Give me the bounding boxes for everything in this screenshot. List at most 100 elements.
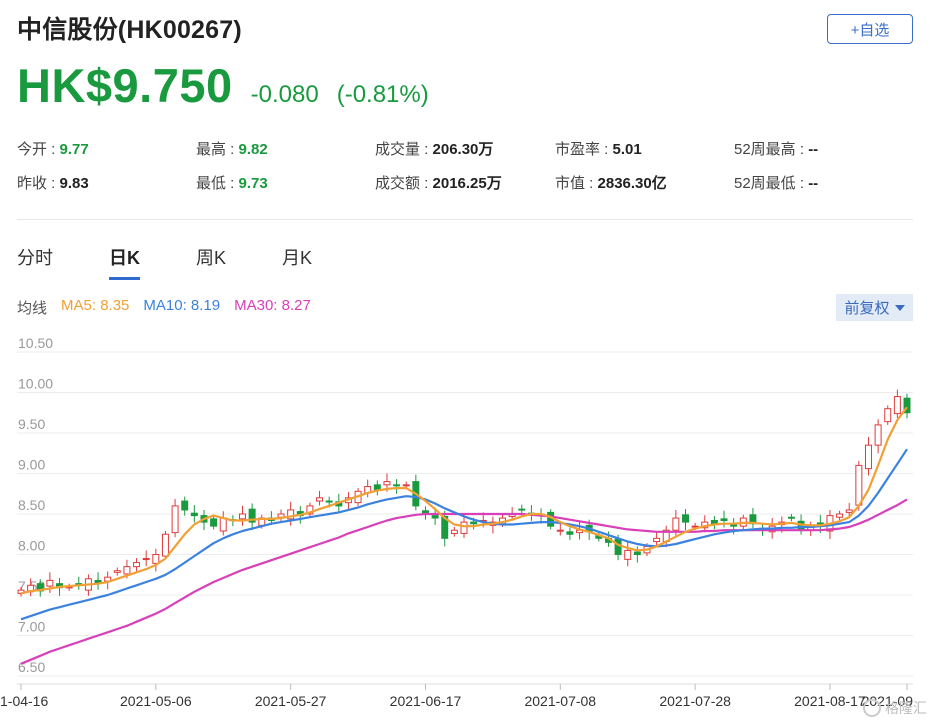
y-tick-label: 6.50 <box>18 659 45 675</box>
candle-body <box>142 558 150 561</box>
candle-body <box>113 570 121 573</box>
candle-body <box>787 516 795 519</box>
ma10-line <box>20 448 908 621</box>
stat-pe: 市盈率 : 5.01 <box>555 138 642 159</box>
candle-body <box>210 518 218 527</box>
candle-body <box>845 509 853 513</box>
candle-body <box>653 537 661 543</box>
quote-row: HK$9.750 -0.080 (-0.81%) <box>17 58 429 113</box>
tab-daily-k[interactable]: 日K <box>109 244 140 280</box>
stat-market-cap: 市值 : 2836.30亿 <box>555 172 667 193</box>
candle-body <box>566 531 574 535</box>
candle-body <box>470 521 478 525</box>
stat-value: 9.83 <box>59 175 89 192</box>
candle-body <box>306 505 314 515</box>
candle-body <box>287 509 295 520</box>
candle-body <box>181 500 189 511</box>
stat-52w-low: 52周最低 : -- <box>734 172 818 193</box>
candle-body <box>325 500 333 503</box>
stat-value: 206.30万 <box>432 141 494 158</box>
stat-label: 市盈率 : <box>555 141 613 158</box>
candle-body <box>691 525 699 528</box>
stat-label: 52周最低 : <box>734 175 809 192</box>
x-tick-label: 2021-06-17 <box>390 693 462 709</box>
candle-body <box>624 549 632 560</box>
ma-legend: 均线 MA5: 8.35 MA10: 8.19 MA30: 8.27 <box>17 297 311 318</box>
stat-label: 成交量 : <box>375 141 433 158</box>
candle-body <box>316 497 324 502</box>
tab-monthly-k[interactable]: 月K <box>282 248 313 268</box>
x-tick-label: 2021-07-28 <box>659 693 731 709</box>
ma5-line <box>20 406 908 595</box>
candle-body <box>855 464 863 506</box>
candle-body <box>383 481 391 486</box>
x-tick-label: 2021-05-27 <box>255 693 327 709</box>
tab-weekly-k[interactable]: 周K <box>196 248 227 268</box>
stock-name: 中信股份(HK00267) <box>17 16 242 44</box>
candle-body <box>373 484 381 491</box>
stat-label: 今开 : <box>17 141 60 158</box>
ma-label: 均线 <box>17 300 48 317</box>
stat-prev-close: 昨收 : 9.83 <box>17 172 89 193</box>
candle-body <box>171 505 179 534</box>
candle-body <box>884 408 892 423</box>
candle-body <box>441 515 449 539</box>
stat-high: 最高 : 9.82 <box>196 138 268 159</box>
stat-value: -- <box>808 175 819 192</box>
candle-body <box>431 515 439 519</box>
stat-open: 今开 : 9.77 <box>17 138 89 159</box>
y-tick-label: 10.50 <box>18 335 53 351</box>
gelonghui-logo-icon <box>863 699 881 717</box>
y-tick-label: 9.50 <box>18 416 45 432</box>
candle-body <box>46 579 54 587</box>
candle-body <box>402 484 410 487</box>
y-tick-label: 8.50 <box>18 497 45 513</box>
candle-body <box>219 517 227 532</box>
stat-label: 52周最高 : <box>734 141 809 158</box>
price-change: -0.080 <box>250 81 319 108</box>
candle-body <box>633 551 641 556</box>
stat-label: 昨收 : <box>17 175 60 192</box>
stat-value: 9.73 <box>238 175 268 192</box>
stock-header: 中信股份(HK00267) <box>17 10 242 46</box>
candle-body <box>556 529 564 532</box>
candle-body <box>248 508 256 523</box>
candle-body <box>836 513 844 518</box>
candle-body <box>393 484 401 487</box>
y-tick-label: 8.00 <box>18 538 45 554</box>
candle-body <box>450 529 458 534</box>
candle-body <box>672 517 680 531</box>
candle-body <box>152 554 160 564</box>
price-adjust-dropdown[interactable]: 前复权 <box>836 294 913 321</box>
kline-chart[interactable]: 10.5010.009.509.008.508.007.507.006.501-… <box>0 330 939 722</box>
x-tick-label: 2021-08-17 <box>794 693 866 709</box>
candle-body <box>239 513 246 520</box>
stat-value: 5.01 <box>612 141 642 158</box>
ma30-line <box>20 498 908 665</box>
candle-body <box>161 533 169 557</box>
stat-label: 最低 : <box>196 175 239 192</box>
add-to-watchlist-button[interactable]: +自选 <box>827 14 913 44</box>
ma5-value: MA5: 8.35 <box>61 297 130 314</box>
caret-down-icon <box>894 304 905 311</box>
chart-tabs: 分时 日K 周K 月K <box>17 244 368 280</box>
candle-body <box>874 424 882 446</box>
stat-52w-high: 52周最高 : -- <box>734 138 818 159</box>
x-tick-label: 2021-05-06 <box>120 693 192 709</box>
stat-low: 最低 : 9.73 <box>196 172 268 193</box>
watermark-text: 格隆汇 <box>885 700 927 716</box>
tab-intraday[interactable]: 分时 <box>17 248 53 268</box>
candle-body <box>893 396 901 415</box>
x-tick-label: 2021-07-08 <box>524 693 596 709</box>
watermark: 格隆汇 <box>863 698 927 718</box>
candle-body <box>864 444 872 470</box>
stat-label: 市值 : <box>555 175 598 192</box>
stat-value: 9.82 <box>238 141 268 158</box>
price-adjust-label: 前复权 <box>844 300 890 317</box>
y-tick-label: 10.00 <box>18 376 53 392</box>
ma10-value: MA10: 8.19 <box>143 297 221 314</box>
stat-value: 2836.30亿 <box>597 175 667 192</box>
candle-body <box>682 514 689 523</box>
divider <box>17 219 913 220</box>
stat-turnover: 成交额 : 2016.25万 <box>375 172 502 193</box>
